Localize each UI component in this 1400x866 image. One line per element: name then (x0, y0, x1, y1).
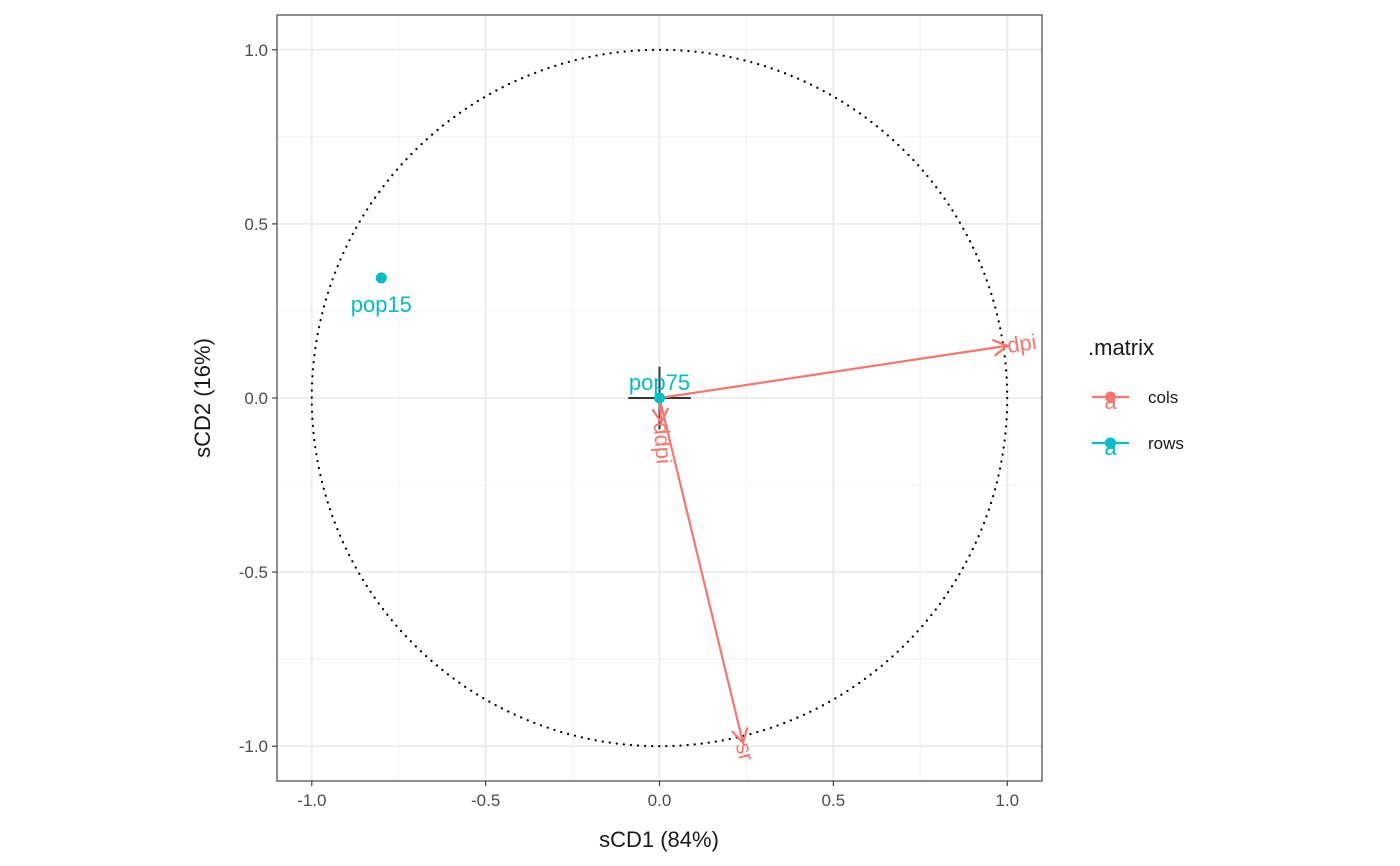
y-tick-label: -1.0 (239, 737, 268, 756)
point-labels-layer: dpi sr ddpi pop15 pop75 (351, 292, 1038, 764)
legend-key-point (1105, 437, 1116, 449)
legend-key-text: a (1104, 435, 1117, 460)
legend-label-rows: rows (1148, 434, 1184, 453)
point-pop15 (375, 272, 387, 284)
vector-label-sr: sr (731, 740, 760, 764)
series-layer (375, 272, 1010, 745)
legend-key-text: a (1104, 389, 1117, 414)
vector-label-dpi: dpi (1005, 329, 1038, 358)
x-tick-label: 1.0 (995, 791, 1019, 810)
y-tick-label: -0.5 (239, 563, 268, 582)
vector-arrowhead-ddpi (651, 407, 670, 425)
point-label-pop75: pop75 (629, 370, 690, 395)
x-axis-title: sCD1 (84%) (599, 827, 719, 852)
x-tick-label: -0.5 (471, 791, 500, 810)
x-tick-label: 0.0 (648, 791, 672, 810)
axes: -1.0 -0.5 0.0 0.5 1.0 -1.0 -0.5 0.0 0.5 1.0 (239, 41, 1019, 810)
unit-circle-layer (310, 48, 1009, 748)
legend-title: .matrix (1088, 335, 1154, 360)
vector-label-ddpi: ddpi (649, 421, 677, 464)
point-label-pop15: pop15 (351, 292, 412, 317)
unit-circle (310, 48, 1009, 748)
y-axis-title: sCD2 (16%) (190, 338, 215, 458)
x-tick-label: 0.5 (822, 791, 846, 810)
vector-arrowhead-sr (731, 727, 749, 745)
y-tick-label: 0.5 (244, 215, 268, 234)
vector-arrowhead-dpi (991, 338, 1010, 357)
vector-dpi (659, 344, 1008, 400)
x-tick-label: -1.0 (297, 791, 326, 810)
legend-label-cols: cols (1148, 388, 1178, 407)
point-pop75 (654, 392, 665, 404)
legend-key-point (1105, 391, 1116, 403)
legend: .matrix a cols a rows (1088, 335, 1184, 460)
vector-sr (658, 397, 745, 743)
y-tick-label: 0.0 (244, 389, 268, 408)
y-tick-label: 1.0 (244, 41, 268, 60)
